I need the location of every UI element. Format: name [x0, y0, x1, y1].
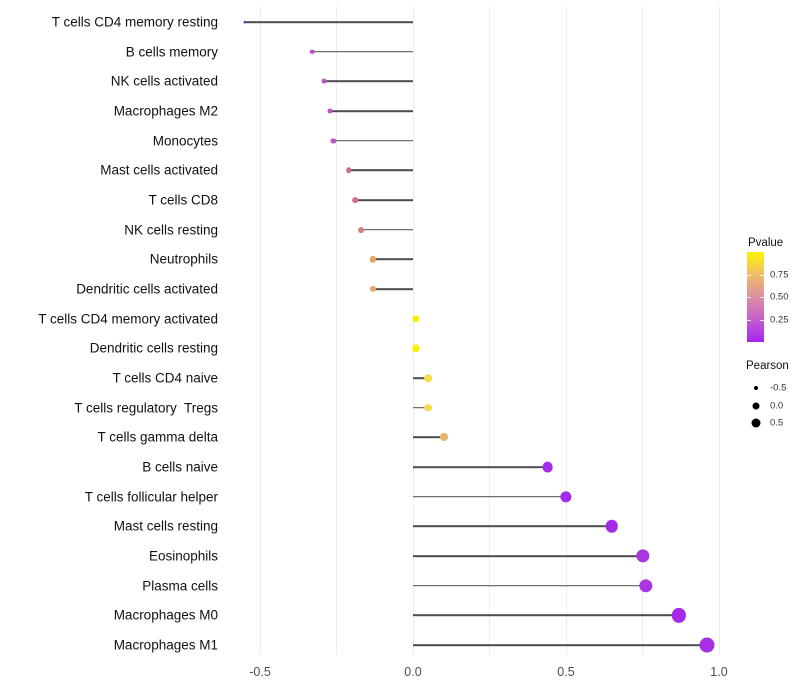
lollipop-stick [373, 258, 413, 261]
pvalue-bar-tick-mark [760, 274, 764, 276]
row-label: Dendritic cells activated [76, 281, 218, 297]
gridline [642, 6, 643, 654]
row-label: B cells memory [125, 43, 218, 59]
x-tick-label: 0.5 [557, 665, 575, 679]
gridline [489, 6, 490, 654]
lollipop-stick [373, 288, 413, 290]
row-label: T cells gamma delta [97, 429, 218, 445]
lollipop-dot [699, 637, 715, 653]
lollipop-stick [413, 644, 707, 646]
pearson-legend-title: Pearson [746, 360, 789, 372]
lollipop-dot [412, 344, 420, 352]
row-label: T cells regulatory Tregs [74, 399, 218, 415]
lollipop-dot [243, 20, 247, 24]
lollipop-stick [244, 21, 413, 23]
row-label: Macrophages M1 [113, 637, 218, 653]
lollipop-stick [413, 436, 444, 439]
lollipop-stick [413, 377, 429, 379]
lollipop-stick [413, 495, 566, 498]
lollipop-stick [330, 110, 413, 112]
lollipop-stick [413, 406, 429, 409]
pvalue-tick-label: 0.75 [770, 268, 789, 280]
lollipop-dot [352, 197, 358, 203]
row-label: T cells CD4 memory activated [38, 310, 218, 326]
pvalue-bar-tick-mark [760, 319, 764, 321]
x-tick-label: 0.0 [404, 665, 422, 679]
lollipop-stick [312, 50, 413, 53]
lollipop-dot [321, 78, 327, 84]
lollipop-dot [370, 285, 377, 293]
row-label: Macrophages M2 [113, 103, 218, 119]
lollipop-dot [345, 167, 352, 174]
lollipop-stick [413, 555, 643, 557]
lollipop-dot [309, 49, 315, 54]
lollipop-dot [370, 256, 377, 263]
row-label: T cells CD4 naive [112, 370, 218, 386]
row-label: T cells follicular helper [84, 488, 218, 504]
pvalue-bar-tick-mark [747, 319, 751, 321]
row-label: NK cells resting [124, 221, 218, 237]
row-label: Dendritic cells resting [89, 340, 218, 356]
lollipop-dot [327, 108, 333, 114]
row-label: B cells naive [142, 459, 218, 475]
pvalue-legend-title: Pvalue [748, 237, 784, 249]
lollipop-stick [413, 614, 680, 617]
x-tick-label: 1.0 [710, 665, 728, 679]
gridline [412, 6, 414, 654]
lollipop-stick [413, 525, 612, 528]
lollipop-stick [413, 466, 548, 468]
row-label: NK cells activated [110, 73, 218, 89]
lollipop-stick [324, 80, 413, 83]
lollipop-stick [413, 584, 646, 587]
gridline [336, 6, 337, 654]
lollipop-dot [424, 374, 433, 382]
gridline [565, 6, 567, 654]
pvalue-bar-tick-mark [760, 297, 764, 298]
lollipop-stick [360, 228, 413, 231]
lollipop-dot [635, 549, 650, 563]
lollipop-dot [358, 226, 364, 233]
lollipop-dot [560, 491, 572, 503]
pearson-size-dot [751, 418, 761, 428]
x-tick-label: -0.5 [249, 665, 271, 679]
lollipop-dot [424, 403, 433, 412]
row-label: Monocytes [152, 132, 218, 148]
lollipop-dot [330, 138, 336, 144]
pvalue-bar-tick-mark [747, 274, 751, 276]
row-label: Neutrophils [149, 251, 218, 267]
row-label: T cells CD4 memory resting [51, 14, 218, 30]
lollipop-dot [542, 461, 553, 473]
row-label: Plasma cells [142, 577, 218, 593]
lollipop-stick [333, 139, 413, 142]
pvalue-tick-label: 0.50 [770, 291, 789, 303]
lollipop-dot [672, 608, 687, 623]
lollipop-stick [354, 199, 413, 201]
lollipop-dot [439, 433, 448, 442]
pearson-size-label: -0.5 [770, 382, 787, 394]
pearson-size-label: 0.5 [770, 417, 784, 429]
pearson-size-label: 0.0 [770, 399, 784, 411]
row-label: Mast cells resting [113, 518, 218, 534]
lollipop-stick [348, 169, 413, 172]
row-label: Mast cells activated [100, 162, 218, 178]
lollipop-dot [412, 315, 420, 323]
pvalue-bar-tick-mark [747, 297, 751, 298]
row-label: Eosinophils [148, 548, 218, 564]
row-label: T cells CD8 [148, 192, 218, 208]
row-label: Macrophages M0 [113, 607, 218, 623]
lollipop-dot [638, 579, 653, 593]
pvalue-gradient-bar [747, 252, 764, 342]
gridline [259, 6, 261, 654]
pearson-size-dot [752, 402, 760, 409]
pearson-size-dot [754, 386, 758, 390]
gridline [718, 6, 720, 654]
lollipop-dot [605, 520, 619, 533]
pvalue-tick-label: 0.25 [770, 313, 789, 325]
